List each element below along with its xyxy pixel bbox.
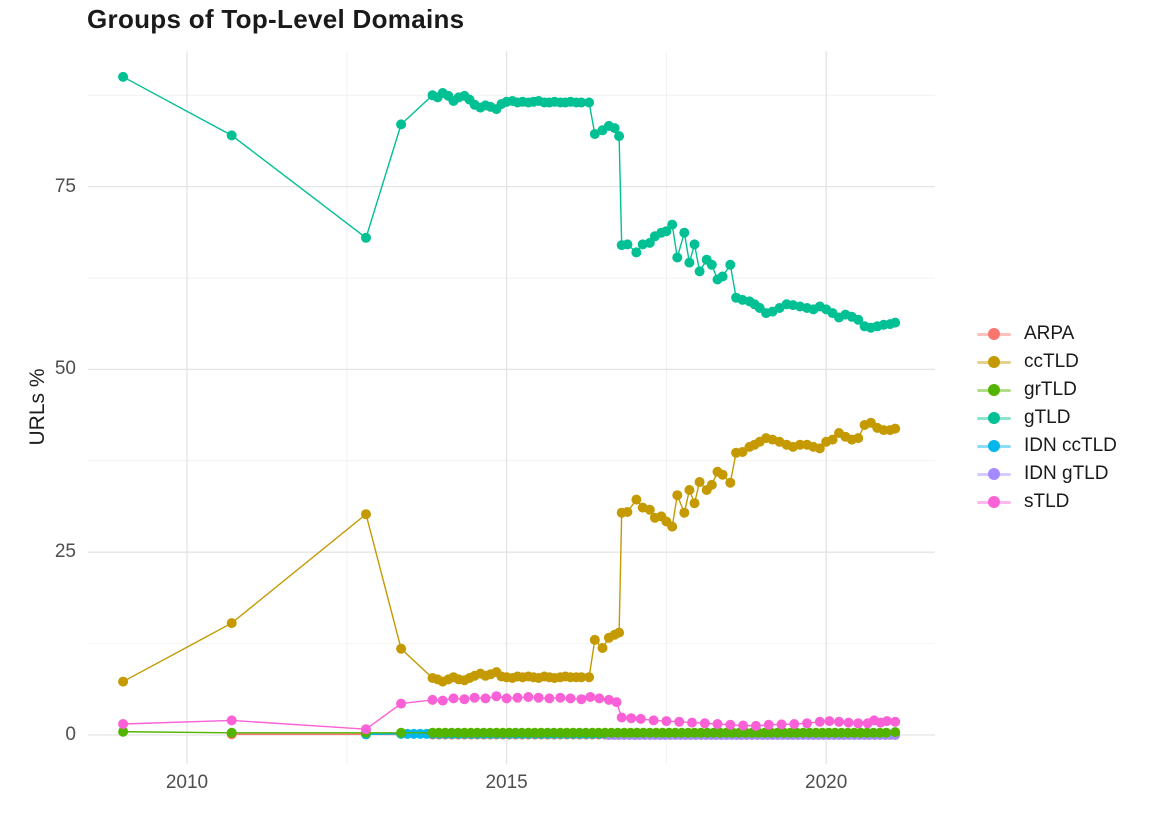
legend-item-gtld: gTLD (977, 404, 1117, 432)
legend-item-cctld: ccTLD (977, 348, 1117, 376)
x-tick-label: 2015 (485, 772, 528, 793)
legend-item-idn-cctld: IDN ccTLD (977, 432, 1117, 460)
legend-item-arpa: ARPA (977, 320, 1117, 348)
x-tick-label: 2010 (165, 772, 209, 793)
legend-key-icon (977, 494, 1011, 510)
y-tick-label: 75 (54, 175, 76, 197)
y-tick-label: 50 (54, 358, 76, 380)
legend-label: grTLD (1024, 379, 1077, 400)
y-tick-label: 0 (65, 724, 76, 745)
legend-item-grtld: grTLD (977, 376, 1117, 404)
legend-label: sTLD (1024, 491, 1070, 512)
legend-key-icon (977, 326, 1011, 342)
legend-key-icon (977, 438, 1011, 454)
legend-key-icon (977, 354, 1011, 370)
legend-key-icon (977, 410, 1011, 426)
chart-title: Groups of Top-Level Domains (87, 4, 465, 34)
legend-key-icon (977, 466, 1011, 482)
legend-label: ARPA (1024, 323, 1075, 344)
legend-label: gTLD (1024, 407, 1071, 428)
legend-key-icon (977, 382, 1011, 398)
legend-item-idn-gtld: IDN gTLD (977, 460, 1117, 488)
legend: ARPA ccTLD grTLD gTLD IDN ccTLD IDN gTLD… (977, 320, 1117, 516)
legend-item-stld: sTLD (977, 488, 1117, 516)
legend-label: IDN ccTLD (1024, 435, 1117, 456)
y-tick-label: 25 (54, 541, 76, 563)
legend-label: IDN gTLD (1024, 463, 1109, 484)
legend-label: ccTLD (1024, 351, 1079, 372)
x-tick-label: 2020 (805, 772, 848, 793)
